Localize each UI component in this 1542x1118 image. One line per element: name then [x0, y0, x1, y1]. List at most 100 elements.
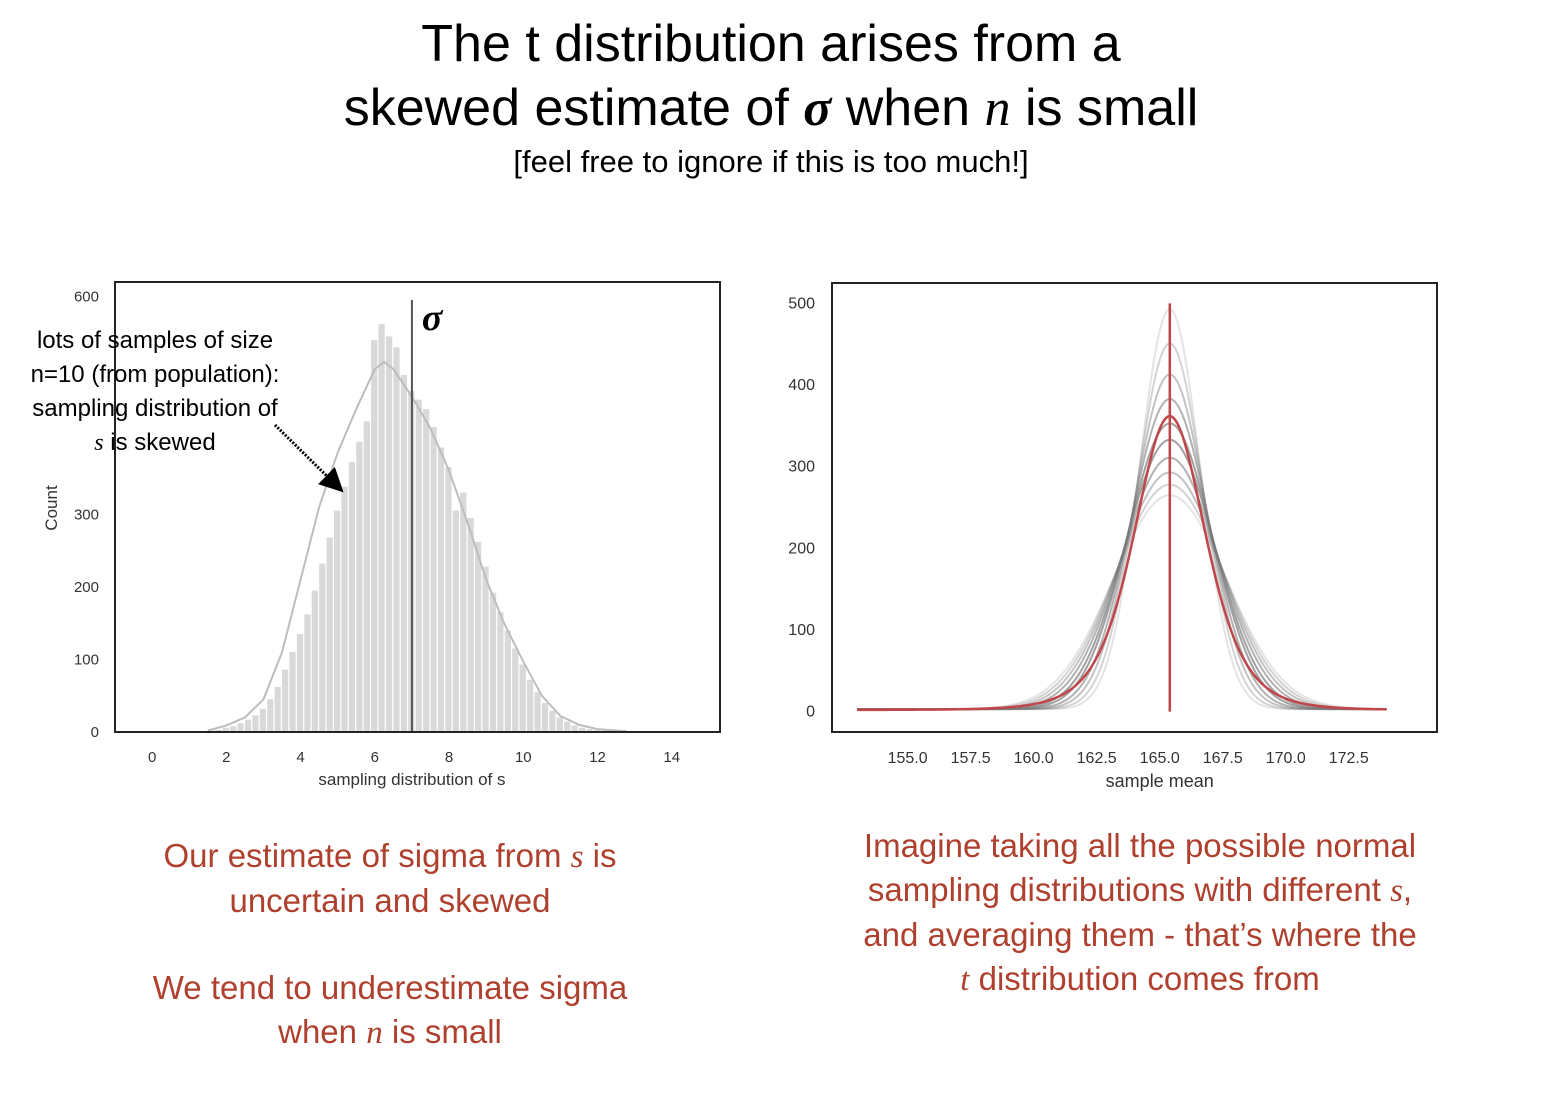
x-tick-label: 2	[222, 749, 230, 766]
caption-t-symbol: t	[960, 962, 970, 998]
caption-left-top-line1: Our estimate of sigma from s is	[110, 834, 670, 879]
caption-left-bottom: We tend to underestimate sigma when n is…	[100, 966, 680, 1055]
histogram-bar	[333, 510, 341, 732]
histogram-bar	[571, 725, 578, 732]
y-tick-label: 200	[74, 579, 99, 596]
histogram-bar	[482, 566, 489, 732]
caption-text: is	[583, 837, 617, 874]
histogram-bar	[252, 715, 259, 732]
annotation-line1: lots of samples of size	[36, 327, 274, 354]
histogram-bar	[385, 336, 393, 732]
title-text-c: is small	[1024, 79, 1199, 137]
x-tick-label: 170.0	[1266, 750, 1306, 767]
histogram-bar	[259, 708, 266, 732]
histogram-bar	[400, 374, 408, 732]
histogram-bar	[519, 664, 526, 732]
slide-subtitle: [feel free to ignore if this is too much…	[513, 144, 1029, 179]
x-tick-label: 4	[296, 749, 304, 766]
histogram-bar	[363, 421, 370, 732]
histogram-bar	[534, 692, 541, 732]
histogram-bar	[430, 427, 437, 732]
annotation-line4-text: is skewed	[103, 429, 216, 456]
histogram-bar	[244, 719, 252, 732]
y-tick-label: 0	[91, 724, 99, 741]
x-tick-label: 172.5	[1329, 750, 1369, 767]
x-axis-label: sample mean	[1106, 771, 1214, 791]
y-tick-label: 300	[74, 506, 99, 523]
plot-frame	[114, 281, 721, 733]
annotation-s-symbol: s	[94, 430, 104, 456]
histogram-bar	[319, 563, 326, 732]
x-tick-label: 165.0	[1140, 750, 1180, 767]
t-distribution-curve	[857, 414, 1387, 712]
histogram-bar	[267, 699, 274, 732]
y-tick-label: 400	[788, 377, 815, 394]
normal-curve	[857, 308, 1387, 711]
caption-text: ,	[1402, 871, 1413, 908]
histogram-bar	[541, 702, 549, 732]
histogram-bar	[467, 517, 474, 732]
y-tick-label: 100	[74, 651, 99, 668]
caption-right-line1: Imagine taking all the possible normal	[863, 827, 1417, 864]
x-tick-label: 162.5	[1077, 750, 1117, 767]
title-n-symbol: n	[984, 80, 1011, 137]
caption-right-line2: sampling distributions with different s,	[800, 868, 1480, 913]
x-tick-label: 12	[589, 749, 606, 766]
histogram-bar	[564, 721, 571, 732]
histogram-bar	[230, 726, 237, 732]
title-text-b: when	[845, 79, 971, 137]
normal-curve	[857, 373, 1387, 711]
normal-curve	[857, 342, 1387, 711]
histogram-bar	[452, 510, 459, 732]
histogram-bar	[549, 710, 556, 732]
caption-text: Our estimate of sigma from	[163, 837, 571, 874]
x-tick-label: 155.0	[888, 750, 928, 767]
annotation-arrow	[273, 423, 344, 493]
y-axis-label: Count	[42, 485, 61, 531]
histogram-bar	[593, 729, 601, 732]
title-sigma-symbol: σ	[803, 80, 832, 137]
x-tick-label: 8	[445, 749, 453, 766]
histogram-bar	[489, 592, 497, 732]
histogram-bar	[341, 486, 348, 732]
caption-left-bottom-line2: when n is small	[100, 1010, 680, 1055]
caption-text: when	[278, 1013, 367, 1050]
histogram-bar	[504, 630, 511, 732]
caption-s-symbol: s	[1390, 873, 1403, 909]
histogram-bar	[475, 541, 482, 732]
kde-curve	[207, 360, 628, 733]
x-tick-label: 157.5	[951, 750, 991, 767]
slide-title-line2: skewed estimate of σ when n is small	[0, 78, 1542, 139]
histogram-bar	[512, 648, 519, 732]
plot-frame	[831, 282, 1438, 733]
title-text-a: skewed estimate of	[343, 79, 789, 137]
x-tick-label: 10	[515, 749, 532, 766]
y-tick-label: 100	[788, 622, 815, 639]
histogram-bar	[304, 614, 311, 732]
histogram-bar	[423, 409, 430, 732]
histogram-bar	[437, 447, 445, 732]
histogram-bar	[296, 634, 304, 732]
caption-text: sampling distributions with different	[867, 871, 1391, 908]
histogram-bar	[556, 717, 563, 732]
y-tick-label: 0	[806, 704, 815, 721]
histogram-bar	[578, 727, 586, 732]
histogram-chart: σ 0 2 4 6 8 10 12 14 0 100 200 300 600 sampling distri…	[42, 281, 721, 789]
y-tick-label: 600	[74, 289, 99, 306]
x-tick-label: 6	[371, 749, 379, 766]
histogram-bar	[237, 723, 244, 732]
annotation-line3: sampling distribution of	[32, 395, 278, 422]
histogram-bar	[215, 729, 222, 732]
y-tick-label: 500	[788, 295, 815, 312]
histogram-bar	[274, 687, 281, 732]
histogram-bar	[415, 399, 422, 732]
caption-left-top: Our estimate of sigma from s is uncertai…	[110, 834, 670, 923]
caption-text: is small	[382, 1013, 502, 1050]
histogram-bar	[289, 652, 296, 732]
y-tick-label: 300	[788, 459, 815, 476]
histogram-bar	[356, 441, 363, 732]
caption-left-top-line2: uncertain and skewed	[229, 882, 551, 919]
slide-title-line1: The t distribution arises from a	[421, 15, 1121, 73]
histogram-bar	[222, 727, 229, 732]
